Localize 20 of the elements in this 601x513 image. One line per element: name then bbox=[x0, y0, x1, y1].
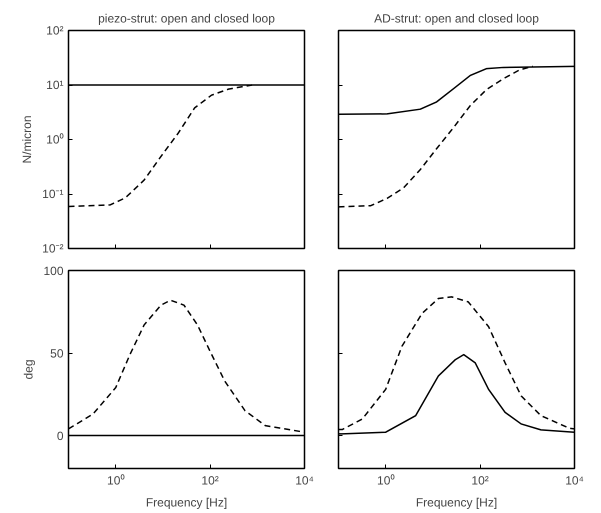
x-tick-label: 10² bbox=[201, 474, 219, 488]
y-tick-label: 100 bbox=[43, 264, 64, 278]
chart-title: AD-strut: open and closed loop bbox=[374, 12, 540, 26]
x-tick-label: 10² bbox=[471, 474, 489, 488]
y-axis-title: N/micron bbox=[20, 115, 34, 164]
y-tick-label: 10⁻¹ bbox=[42, 187, 64, 201]
y-tick-label: 10⁰ bbox=[46, 132, 64, 146]
x-tick-label: 10⁴ bbox=[565, 474, 584, 488]
y-tick-label: 10¹ bbox=[46, 78, 64, 92]
y-axis-title: deg bbox=[21, 359, 36, 380]
y-tick-label: 50 bbox=[50, 346, 64, 360]
y-tick-label: 0 bbox=[56, 429, 64, 443]
chart-title: piezo-strut: open and closed loop bbox=[98, 12, 276, 26]
x-tick-label: 10⁴ bbox=[295, 474, 314, 488]
x-axis-title: Frequency [Hz] bbox=[416, 496, 498, 510]
y-tick-label: 10² bbox=[46, 24, 64, 38]
x-tick-label: 10⁰ bbox=[107, 474, 124, 488]
y-tick-label: 10⁻² bbox=[42, 242, 64, 256]
x-tick-label: 10⁰ bbox=[377, 474, 394, 488]
x-axis-title: Frequency [Hz] bbox=[146, 496, 228, 510]
